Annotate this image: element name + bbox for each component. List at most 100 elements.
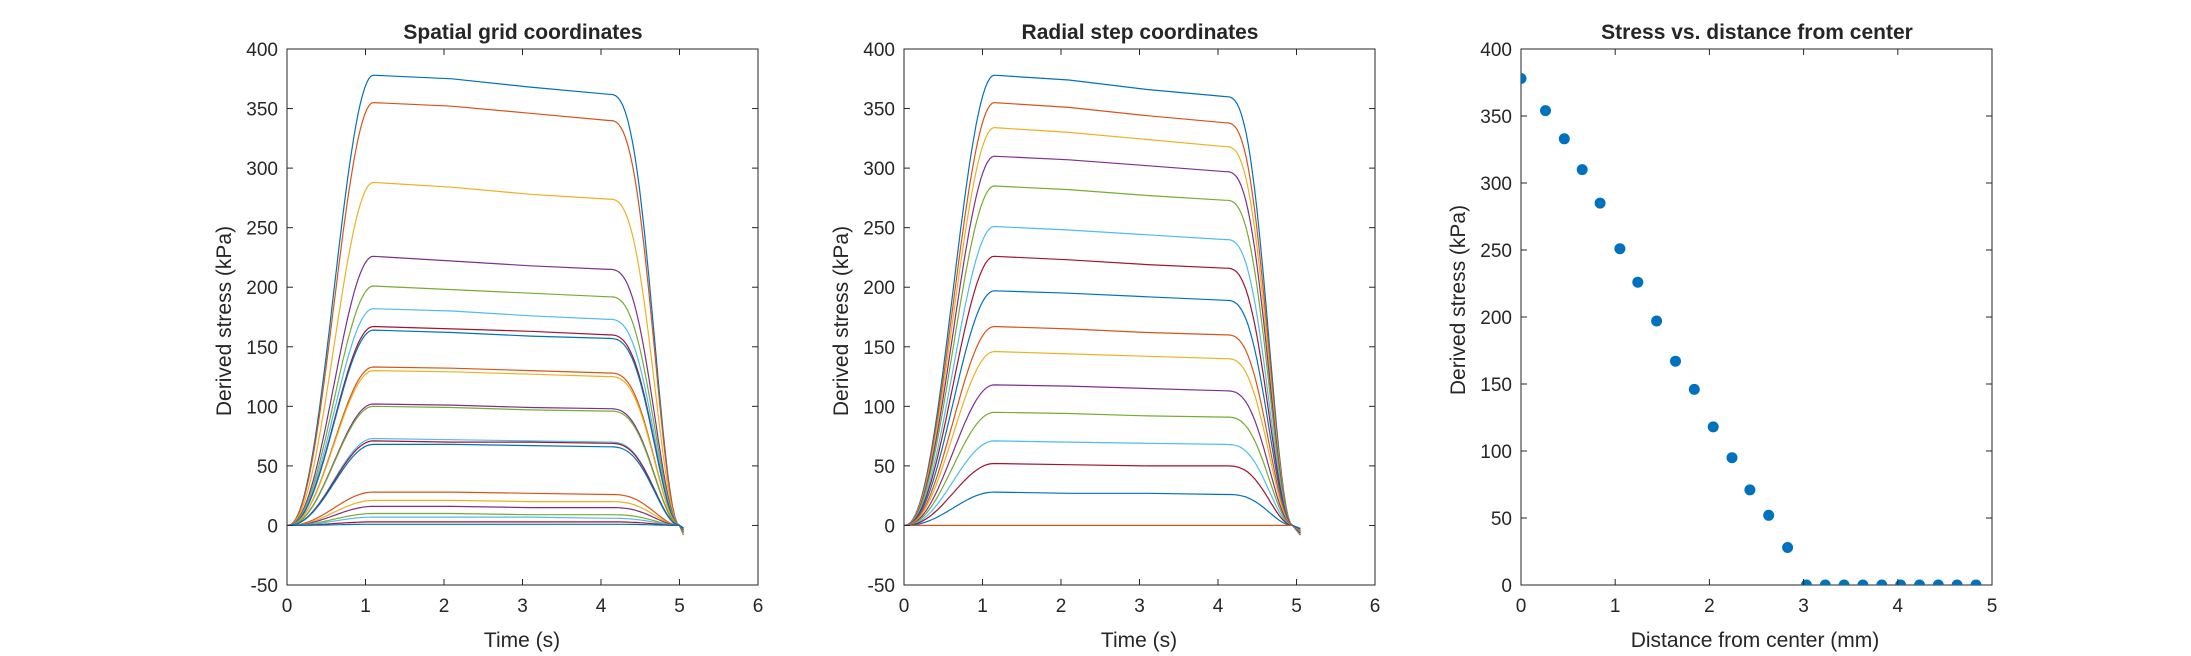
y-tick-label: 350: [863, 100, 895, 121]
y-tick-label: 150: [246, 338, 278, 359]
y-axis-label: Derived stress (kPa): [830, 226, 853, 416]
plot-content: [287, 74, 684, 536]
series-line-7: [904, 255, 1301, 534]
data-point-4: [1576, 164, 1588, 176]
series-line-15: [904, 491, 1301, 529]
x-tick-label: 6: [1370, 596, 1381, 617]
data-point-17: [1819, 579, 1831, 585]
y-tick-label: 150: [1480, 375, 1512, 396]
data-point-7: [1632, 276, 1644, 288]
x-tick-label: 5: [674, 596, 685, 617]
y-tick-label: 50: [257, 457, 278, 478]
y-tick-label: 50: [874, 457, 895, 478]
x-tick-label: 0: [899, 596, 910, 617]
x-tick-label: 3: [517, 596, 528, 617]
y-tick-label: 350: [1480, 107, 1512, 128]
series-line-14: [904, 462, 1301, 530]
y-tick-label: 250: [1480, 241, 1512, 262]
series-line-10: [904, 350, 1301, 532]
y-tick-label: 250: [246, 219, 278, 240]
series-line-18: [287, 505, 684, 529]
series-line-8: [287, 329, 684, 532]
series-line-9: [904, 325, 1301, 533]
data-point-24: [1951, 579, 1963, 585]
plot-area: [903, 48, 1376, 586]
y-tick-label: 0: [884, 516, 895, 537]
data-point-12: [1726, 452, 1738, 464]
series-line-1: [904, 74, 1301, 536]
series-line-22: [287, 523, 684, 529]
chart-radial-step: Radial step coordinates Derived stress (…: [830, 21, 1380, 652]
data-point-20: [1876, 579, 1888, 585]
series-line-16: [287, 491, 684, 529]
y-axis-label: Derived stress (kPa): [213, 226, 236, 416]
plot-area: [286, 48, 759, 586]
series-line-6: [287, 308, 684, 533]
data-point-8: [1651, 315, 1663, 327]
series-line-12: [287, 405, 684, 531]
x-tick-label: 4: [1893, 596, 1904, 617]
y-tick-label: 100: [246, 397, 278, 418]
series-line-12: [904, 411, 1301, 531]
x-tick-label: 0: [1516, 596, 1527, 617]
y-tick-label: 200: [863, 278, 895, 299]
x-tick-label: 5: [1987, 596, 1998, 617]
series-line-6: [904, 225, 1301, 534]
data-point-25: [1970, 579, 1982, 585]
series-line-2: [904, 101, 1301, 536]
y-axis-label: Derived stress (kPa): [1447, 205, 1470, 395]
y-tick-label: 100: [863, 397, 895, 418]
data-point-11: [1707, 421, 1719, 433]
data-point-22: [1914, 579, 1925, 585]
data-point-23: [1932, 579, 1944, 585]
y-tick-label: 100: [1480, 442, 1512, 463]
data-point-10: [1688, 383, 1700, 395]
y-tick-label: -50: [251, 576, 278, 597]
x-tick-label: 3: [1798, 596, 1809, 617]
y-tick-label: -50: [868, 576, 895, 597]
y-tick-label: 200: [1480, 308, 1512, 329]
data-point-1: [1521, 73, 1527, 84]
series-line-13: [904, 440, 1301, 530]
x-tick-label: 5: [1291, 596, 1302, 617]
series-line-4: [904, 155, 1301, 536]
chart-stress-vs-distance: Stress vs. distance from center Derived …: [1447, 21, 1997, 652]
y-tick-label: 150: [863, 338, 895, 359]
chart-title: Radial step coordinates: [1022, 21, 1259, 44]
x-tick-label: 1: [1610, 596, 1621, 617]
data-point-5: [1594, 197, 1606, 209]
y-tick-label: 300: [863, 159, 895, 180]
series-line-8: [904, 290, 1301, 533]
y-tick-label: 350: [246, 100, 278, 121]
plot-area: [1520, 48, 1993, 586]
y-tick-label: 300: [246, 159, 278, 180]
series-line-10: [287, 369, 684, 532]
data-point-6: [1614, 243, 1626, 255]
series-line-1: [287, 74, 684, 536]
data-point-2: [1540, 105, 1551, 117]
series-line-2: [287, 101, 684, 536]
x-axis-label: Time (s): [484, 629, 560, 652]
x-tick-label: 1: [977, 596, 988, 617]
x-tick-label: 0: [282, 596, 293, 617]
y-tick-label: 400: [863, 40, 895, 61]
x-tick-label: 6: [753, 596, 764, 617]
data-point-19: [1857, 579, 1869, 585]
y-tick-label: 300: [1480, 174, 1512, 195]
data-point-13: [1744, 484, 1756, 496]
y-tick-label: 50: [1491, 509, 1512, 530]
x-tick-label: 1: [360, 596, 371, 617]
x-tick-label: 4: [1213, 596, 1224, 617]
series-line-17: [287, 499, 684, 529]
x-axis-label: Distance from center (mm): [1631, 629, 1880, 652]
y-tick-label: 400: [1480, 40, 1512, 61]
x-tick-label: 3: [1134, 596, 1145, 617]
series-line-15: [287, 443, 684, 530]
series-line-5: [904, 185, 1301, 535]
series-line-4: [287, 255, 684, 534]
data-point-9: [1670, 355, 1681, 367]
plot-content: [904, 74, 1301, 536]
chart-spatial-grid: Spatial grid coordinates Derived stress …: [213, 21, 763, 652]
series-line-11: [904, 384, 1301, 532]
